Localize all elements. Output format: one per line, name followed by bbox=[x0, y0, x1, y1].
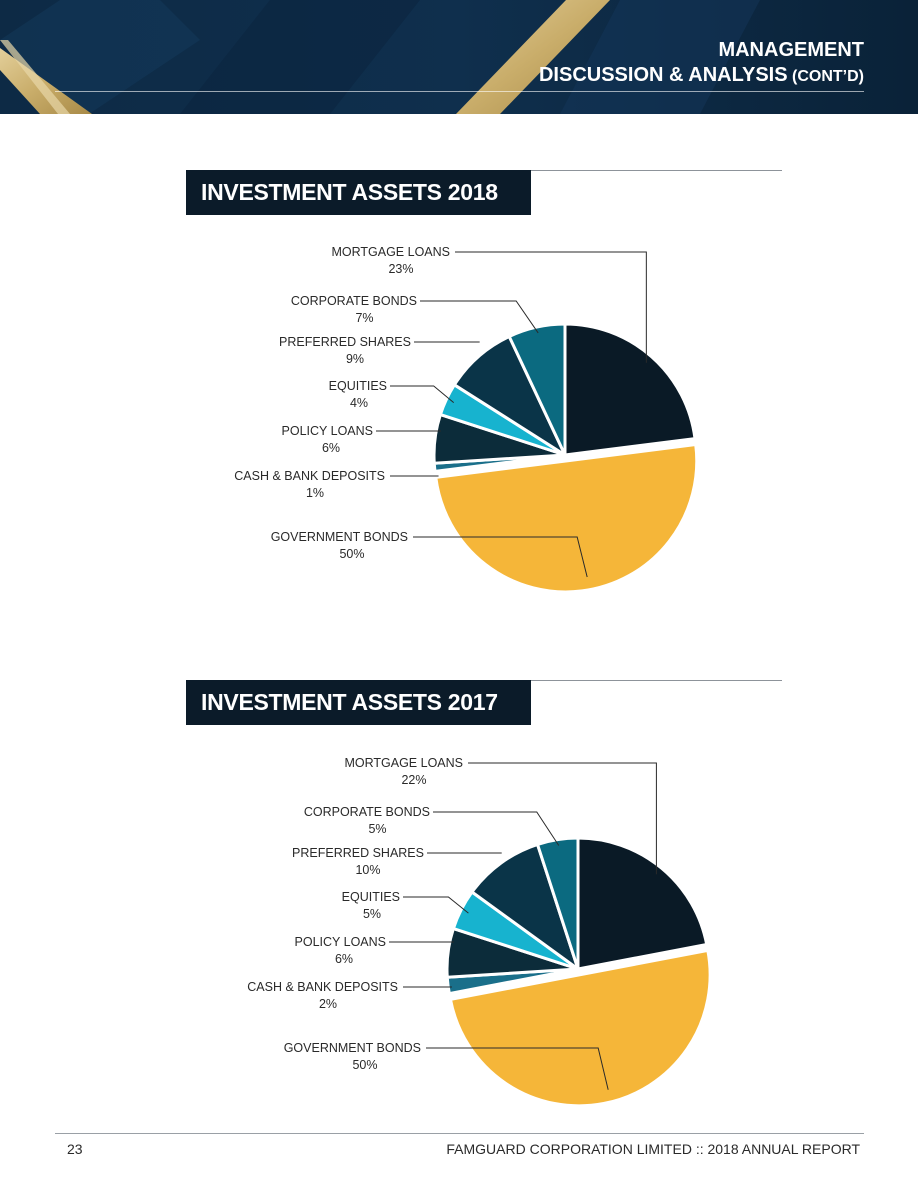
pie-chart-2018: MORTGAGE LOANS 23% CORPORATE BONDS 7% PREFER… bbox=[234, 245, 699, 594]
leader-line-mortgage-loans bbox=[468, 762, 657, 875]
slice-label-government-bonds: GOVERNMENT BONDS bbox=[284, 1041, 421, 1055]
pie-slice-government-bonds bbox=[448, 948, 712, 1108]
header-rule bbox=[55, 91, 864, 92]
slice-label-preferred-shares: PREFERRED SHARES bbox=[292, 846, 424, 860]
slice-label-policy-loans: POLICY LOANS bbox=[295, 935, 386, 949]
slice-label-corporate-bonds: CORPORATE BONDS bbox=[291, 294, 417, 308]
header-banner: MANAGEMENT DISCUSSION & ANALYSIS (CONT’D… bbox=[0, 0, 918, 114]
leader-line-government-bonds bbox=[426, 1047, 609, 1090]
pie-slice-corporate-bonds bbox=[536, 836, 580, 971]
page-title-line2: DISCUSSION & ANALYSIS bbox=[538, 64, 788, 86]
leader-line-corporate-bonds bbox=[420, 300, 539, 334]
slice-label-mortgage-loans: MORTGAGE LOANS bbox=[344, 756, 463, 770]
slice-value-policy-loans: 6% bbox=[322, 441, 340, 455]
slice-label-mortgage-loans: MORTGAGE LOANS bbox=[331, 245, 450, 259]
pie-chart-2017: MORTGAGE LOANS 22% CORPORATE BONDS 5% PREFER… bbox=[247, 756, 712, 1108]
page-title-suffix: (CONT’D) bbox=[792, 68, 864, 85]
slice-value-equities: 5% bbox=[363, 907, 381, 921]
slice-value-policy-loans: 6% bbox=[335, 952, 353, 966]
header-background bbox=[0, 0, 918, 114]
chart-title-2018: INVESTMENT ASSETS 2018 bbox=[186, 170, 531, 215]
pie-slice-mortgage-loans bbox=[576, 836, 709, 971]
chart-title-2017: INVESTMENT ASSETS 2017 bbox=[186, 680, 531, 725]
slice-label-cash-bank-deposits: CASH & BANK DEPOSITS bbox=[234, 469, 385, 483]
page-title-line1: MANAGEMENT bbox=[718, 39, 864, 61]
slice-value-corporate-bonds: 7% bbox=[355, 311, 373, 325]
slice-label-government-bonds: GOVERNMENT BONDS bbox=[271, 530, 408, 544]
pie-slice-mortgage-loans bbox=[563, 322, 697, 457]
report-name: FAMGUARD CORPORATION LIMITED :: 2018 ANN… bbox=[446, 1141, 860, 1157]
slice-value-cash-bank-deposits: 1% bbox=[306, 486, 324, 500]
slice-value-equities: 4% bbox=[350, 396, 368, 410]
slice-value-government-bonds: 50% bbox=[339, 547, 364, 561]
slice-value-preferred-shares: 10% bbox=[355, 863, 380, 877]
slice-label-equities: EQUITIES bbox=[342, 890, 400, 904]
slice-value-corporate-bonds: 5% bbox=[368, 822, 386, 836]
slice-label-policy-loans: POLICY LOANS bbox=[282, 424, 373, 438]
page-title: MANAGEMENT DISCUSSION & ANALYSIS (CONT’D… bbox=[539, 38, 864, 89]
footer-rule bbox=[55, 1133, 864, 1134]
leader-line-mortgage-loans bbox=[455, 251, 647, 363]
slice-value-cash-bank-deposits: 2% bbox=[319, 997, 337, 1011]
slice-value-government-bonds: 50% bbox=[352, 1058, 377, 1072]
pie-slice-corporate-bonds bbox=[507, 322, 567, 457]
slice-label-equities: EQUITIES bbox=[329, 379, 387, 393]
pie-slice-preferred-shares bbox=[470, 842, 580, 971]
leader-line-equities bbox=[390, 385, 455, 404]
slice-value-mortgage-loans: 22% bbox=[401, 773, 426, 787]
leader-line-government-bonds bbox=[413, 536, 588, 578]
pie-slice-government-bonds bbox=[434, 443, 699, 594]
slice-label-preferred-shares: PREFERRED SHARES bbox=[279, 335, 411, 349]
page-number: 23 bbox=[67, 1141, 83, 1157]
slice-value-mortgage-loans: 23% bbox=[388, 262, 413, 276]
slice-label-corporate-bonds: CORPORATE BONDS bbox=[304, 805, 430, 819]
slice-label-cash-bank-deposits: CASH & BANK DEPOSITS bbox=[247, 980, 398, 994]
leader-line-corporate-bonds bbox=[433, 811, 560, 846]
leader-line-equities bbox=[403, 896, 469, 914]
slice-value-preferred-shares: 9% bbox=[346, 352, 364, 366]
